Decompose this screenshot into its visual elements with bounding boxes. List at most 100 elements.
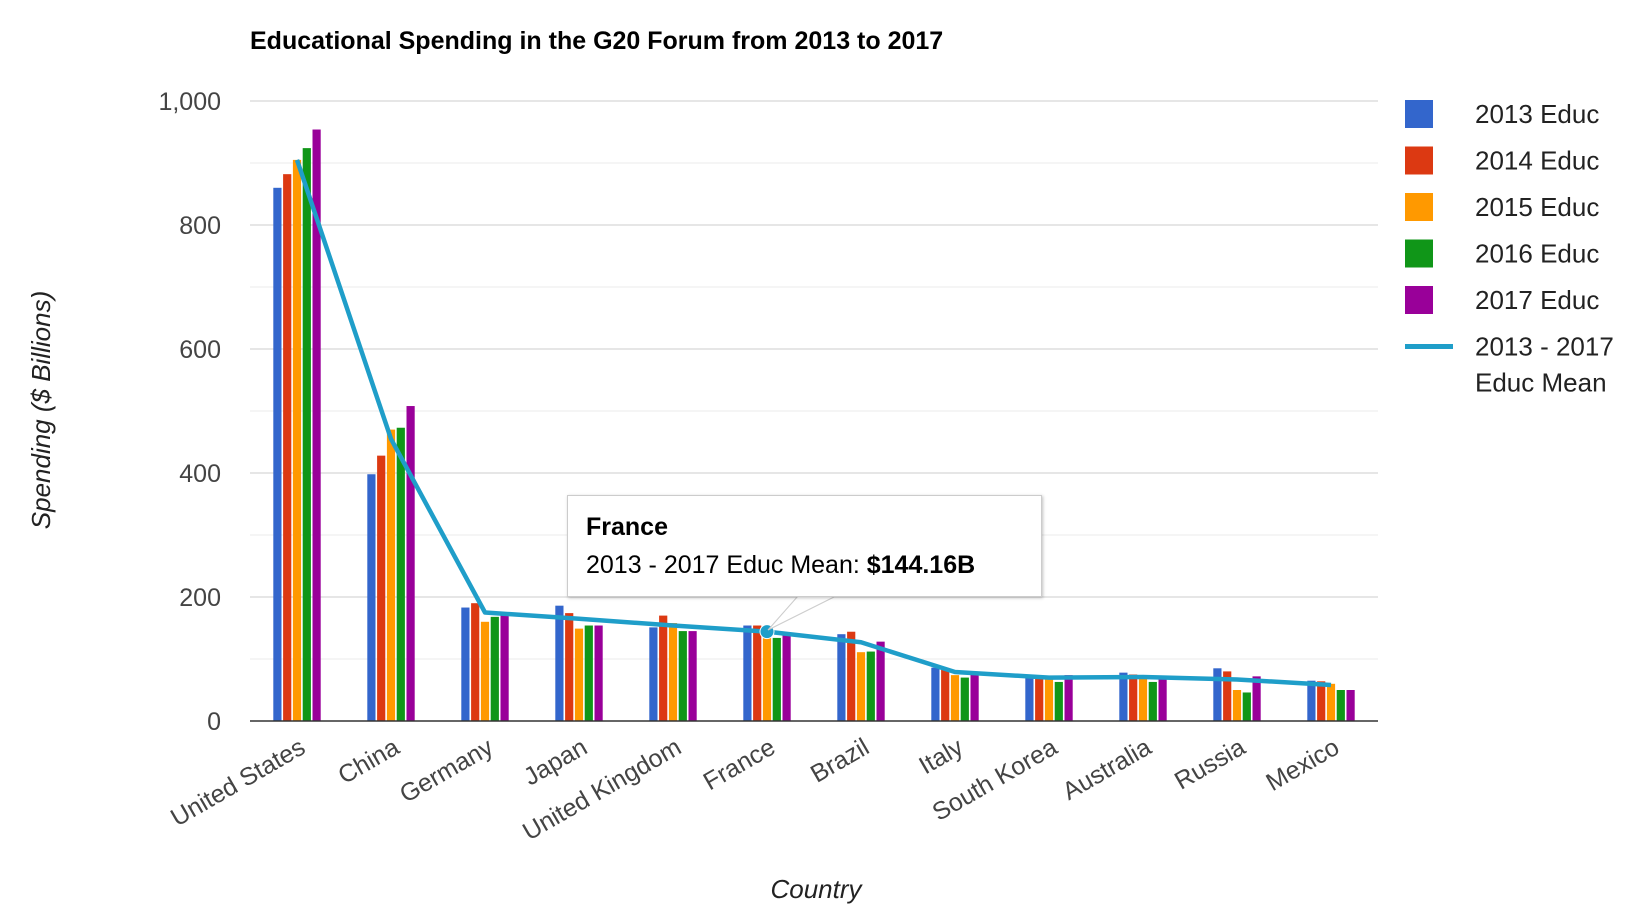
legend-swatch (1405, 100, 1433, 128)
legend-label: 2017 Educ (1475, 285, 1599, 315)
bar[interactable] (555, 606, 563, 721)
y-tick-label: 600 (179, 336, 221, 364)
bar[interactable] (575, 629, 583, 721)
bar[interactable] (679, 631, 687, 721)
bar[interactable] (1337, 690, 1345, 721)
bar[interactable] (857, 652, 865, 721)
bar[interactable] (1327, 684, 1335, 721)
bar[interactable] (951, 675, 959, 721)
tooltip-body: 2013 - 2017 Educ Mean: $144.16B (586, 551, 1023, 580)
bar[interactable] (669, 623, 677, 721)
bar[interactable] (565, 613, 573, 721)
bar[interactable] (837, 634, 845, 721)
bar[interactable] (931, 668, 939, 721)
x-tick-label: Russia (1170, 733, 1250, 796)
bar[interactable] (1139, 676, 1147, 721)
bar[interactable] (273, 188, 281, 721)
bar[interactable] (783, 632, 791, 721)
x-tick-label: Mexico (1261, 733, 1344, 797)
bar[interactable] (1347, 690, 1355, 721)
bar[interactable] (1213, 668, 1221, 721)
bar[interactable] (407, 406, 415, 721)
x-tick-label: Brazil (806, 733, 874, 789)
bar[interactable] (961, 678, 969, 721)
legend-swatch (1405, 193, 1433, 221)
legend-swatch (1405, 240, 1433, 268)
legend-label: 2013 - 2017 (1475, 332, 1614, 362)
bar[interactable] (595, 626, 603, 721)
legend-label: 2015 Educ (1475, 192, 1599, 222)
bar[interactable] (1045, 678, 1053, 721)
bar[interactable] (293, 160, 301, 721)
bar[interactable] (649, 627, 657, 721)
bar[interactable] (1317, 681, 1325, 721)
bar[interactable] (1119, 673, 1127, 721)
bar[interactable] (367, 474, 375, 721)
bar[interactable] (585, 626, 593, 721)
bar[interactable] (743, 626, 751, 721)
x-tick-label: Italy (914, 733, 968, 780)
bar[interactable] (461, 608, 469, 721)
x-tick-label: Germany (395, 733, 498, 809)
y-axis-title: Spending ($ Billions) (26, 291, 56, 529)
bar[interactable] (877, 642, 885, 721)
y-tick-label: 800 (179, 212, 221, 240)
x-tick-label: Australia (1058, 733, 1156, 806)
bar[interactable] (1149, 682, 1157, 721)
y-tick-label: 0 (207, 708, 221, 736)
bar[interactable] (1129, 675, 1137, 722)
legend-label: Educ Mean (1475, 368, 1607, 398)
mean-line[interactable] (297, 160, 1331, 685)
x-tick-label: United States (166, 733, 310, 832)
tooltip-value: $144.16B (867, 551, 975, 579)
y-tick-label: 400 (179, 460, 221, 488)
bar[interactable] (763, 635, 771, 721)
bar[interactable] (377, 456, 385, 721)
x-tick-label: China (333, 733, 404, 790)
tooltip-title: France (586, 513, 1023, 542)
bar[interactable] (1055, 682, 1063, 721)
bar[interactable] (1253, 676, 1261, 721)
legend-swatch (1405, 286, 1433, 314)
chart-title: Educational Spending in the G20 Forum fr… (250, 27, 943, 55)
bar[interactable] (773, 638, 781, 721)
bar[interactable] (1243, 692, 1251, 721)
bar[interactable] (971, 673, 979, 721)
bars (273, 130, 1354, 721)
tooltip-label: 2013 - 2017 Educ Mean: (586, 551, 867, 579)
bar[interactable] (1233, 690, 1241, 721)
x-tick-label: France (699, 733, 780, 796)
mean-point-highlight[interactable] (760, 625, 774, 639)
bar[interactable] (303, 148, 311, 721)
legend-label: 2014 Educ (1475, 146, 1599, 176)
bar[interactable] (941, 668, 949, 721)
legend-label: 2013 Educ (1475, 99, 1599, 129)
y-axis-ticks: 0 200 400 600 800 1,000 (158, 88, 221, 736)
bar[interactable] (689, 631, 697, 721)
bar[interactable] (481, 622, 489, 721)
bar[interactable] (1307, 681, 1315, 721)
bar[interactable] (397, 428, 405, 721)
bar[interactable] (1035, 676, 1043, 721)
bar[interactable] (867, 652, 875, 721)
bar[interactable] (1025, 678, 1033, 721)
bar[interactable] (847, 632, 855, 721)
bar[interactable] (387, 430, 395, 721)
tooltip: France 2013 - 2017 Educ Mean: $144.16B (567, 495, 1042, 597)
y-tick-label: 200 (179, 584, 221, 612)
bar[interactable] (753, 626, 761, 721)
y-tick-label: 1,000 (158, 88, 221, 116)
bar[interactable] (1159, 679, 1167, 721)
mean-line-layer (297, 160, 1331, 685)
bar[interactable] (491, 617, 499, 721)
bar[interactable] (659, 616, 667, 721)
x-axis-title: Country (770, 874, 863, 904)
legend: 2013 Educ 2014 Educ 2015 Educ 2016 Educ 2017… (1405, 99, 1614, 398)
bar[interactable] (1065, 675, 1073, 721)
legend-swatch (1405, 147, 1433, 175)
bar[interactable] (283, 174, 291, 721)
bar[interactable] (501, 614, 509, 721)
x-tick-label: Japan (519, 733, 592, 791)
bar[interactable] (471, 603, 479, 721)
